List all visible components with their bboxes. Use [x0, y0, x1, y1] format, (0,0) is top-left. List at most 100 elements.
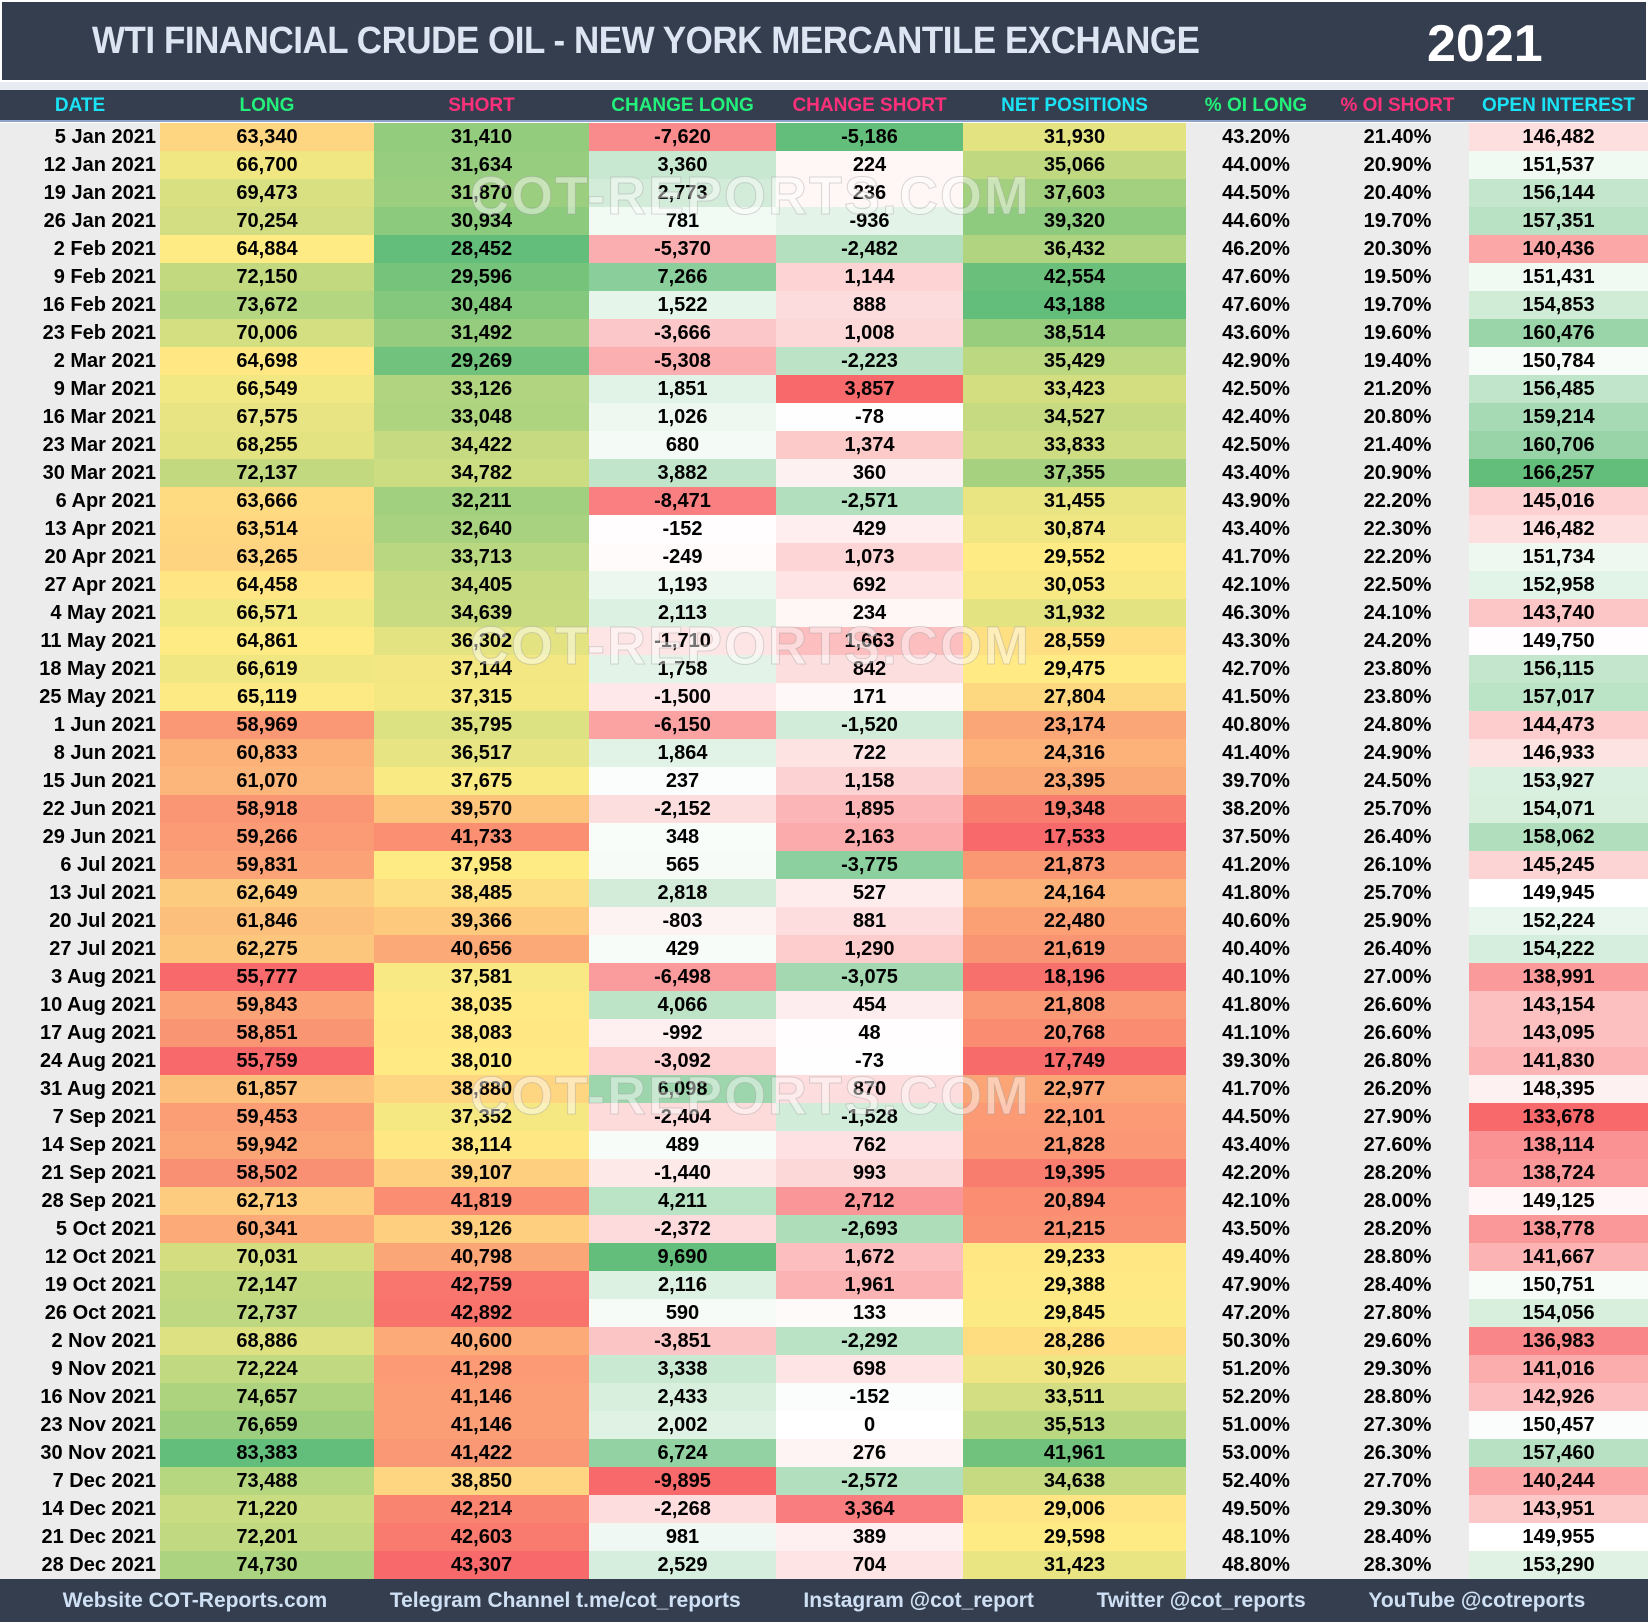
cell-date: 2 Mar 2021	[0, 347, 160, 375]
cell-net-positions: 31,930	[963, 123, 1186, 151]
cell-change-long: 1,758	[589, 655, 776, 683]
cell-open-interest: 156,115	[1469, 655, 1648, 683]
cell-short: 33,713	[374, 543, 589, 571]
cell-change-short: 1,008	[776, 319, 963, 347]
cell-pct-oi-short: 27.70%	[1326, 1467, 1469, 1495]
cell-pct-oi-long: 41.70%	[1186, 1075, 1326, 1103]
cell-pct-oi-long: 41.20%	[1186, 851, 1326, 879]
column-header-long[interactable]: LONG	[239, 95, 295, 116]
table-row: 31 Aug 2021 61,857 38,880 6,098 870 22,977 41.…	[0, 1075, 1648, 1103]
cell-date: 13 Jul 2021	[0, 879, 160, 907]
cell-change-long: -2,404	[589, 1103, 776, 1131]
cell-short: 30,934	[374, 207, 589, 235]
cell-pct-oi-long: 43.40%	[1186, 1131, 1326, 1159]
cell-change-short: 698	[776, 1355, 963, 1383]
footer-website-link[interactable]: Website COT-Reports.com	[62, 1588, 328, 1612]
cell-pct-oi-short: 24.20%	[1326, 627, 1469, 655]
cell-change-short: -2,571	[776, 487, 963, 515]
cell-change-long: -1,710	[589, 627, 776, 655]
cell-pct-oi-long: 38.20%	[1186, 795, 1326, 823]
column-header-pct-oi-long[interactable]: % OI LONG	[1204, 95, 1308, 116]
cell-open-interest: 154,071	[1469, 795, 1648, 823]
table-row: 17 Aug 2021 58,851 38,083 -992 48 20,768 41.10…	[0, 1019, 1648, 1047]
column-header-open-interest[interactable]: OPEN INTEREST	[1481, 95, 1636, 116]
cell-net-positions: 33,423	[963, 375, 1186, 403]
cell-net-positions: 29,006	[963, 1495, 1186, 1523]
column-header-date[interactable]: DATE	[54, 95, 106, 116]
cell-change-short: 704	[776, 1551, 963, 1579]
footer-twitter-link[interactable]: Twitter @cot_reports	[1096, 1588, 1306, 1612]
cell-long: 58,969	[160, 711, 374, 739]
column-header-change-short[interactable]: CHANGE SHORT	[792, 95, 947, 116]
cell-open-interest: 142,926	[1469, 1383, 1648, 1411]
cell-short: 34,782	[374, 459, 589, 487]
cell-pct-oi-short: 19.70%	[1326, 291, 1469, 319]
column-header-pct-oi-short[interactable]: % OI SHORT	[1340, 95, 1455, 116]
cell-net-positions: 34,527	[963, 403, 1186, 431]
cell-pct-oi-short: 27.30%	[1326, 1411, 1469, 1439]
cell-pct-oi-short: 20.40%	[1326, 179, 1469, 207]
cell-open-interest: 140,244	[1469, 1467, 1648, 1495]
table-row: 5 Jan 2021 63,340 31,410 -7,620 -5,186 31,930…	[0, 123, 1648, 151]
cell-pct-oi-short: 28.40%	[1326, 1271, 1469, 1299]
column-header-net-positions[interactable]: NET POSITIONS	[1001, 95, 1148, 116]
cell-net-positions: 36,432	[963, 235, 1186, 263]
cell-date: 18 May 2021	[0, 655, 160, 683]
cell-open-interest: 138,724	[1469, 1159, 1648, 1187]
cell-change-long: 781	[589, 207, 776, 235]
cell-pct-oi-long: 51.20%	[1186, 1355, 1326, 1383]
footer-youtube-link[interactable]: YouTube @cotreports	[1368, 1588, 1586, 1612]
cell-open-interest: 151,734	[1469, 543, 1648, 571]
cell-change-short: 133	[776, 1299, 963, 1327]
cell-long: 66,549	[160, 375, 374, 403]
cell-date: 15 Jun 2021	[0, 767, 160, 795]
table-row: 10 Aug 2021 59,843 38,035 4,066 454 21,808 41.…	[0, 991, 1648, 1019]
table-row: 7 Dec 2021 73,488 38,850 -9,895 -2,572 34,638…	[0, 1467, 1648, 1495]
column-header-short[interactable]: SHORT	[448, 95, 515, 116]
cell-open-interest: 148,395	[1469, 1075, 1648, 1103]
cell-date: 16 Mar 2021	[0, 403, 160, 431]
cell-net-positions: 29,845	[963, 1299, 1186, 1327]
cell-long: 59,942	[160, 1131, 374, 1159]
table-row: 11 May 2021 64,861 36,302 -1,710 1,663 28,559…	[0, 627, 1648, 655]
cell-pct-oi-long: 49.50%	[1186, 1495, 1326, 1523]
cell-change-long: -6,150	[589, 711, 776, 739]
cell-short: 41,422	[374, 1439, 589, 1467]
cell-long: 59,831	[160, 851, 374, 879]
table-row: 27 Jul 2021 62,275 40,656 429 1,290 21,619 40.…	[0, 935, 1648, 963]
cell-date: 30 Nov 2021	[0, 1439, 160, 1467]
table-row: 23 Mar 2021 68,255 34,422 680 1,374 33,833 42.…	[0, 431, 1648, 459]
cell-change-short: -2,223	[776, 347, 963, 375]
footer-instagram-link[interactable]: Instagram @cot_report	[803, 1588, 1034, 1612]
cell-long: 70,031	[160, 1243, 374, 1271]
cell-change-long: -2,268	[589, 1495, 776, 1523]
cell-change-short: -1,520	[776, 711, 963, 739]
cell-change-short: -2,482	[776, 235, 963, 263]
cell-date: 20 Jul 2021	[0, 907, 160, 935]
cell-short: 29,596	[374, 263, 589, 291]
cell-pct-oi-long: 44.00%	[1186, 151, 1326, 179]
cell-long: 83,383	[160, 1439, 374, 1467]
cell-change-long: 2,433	[589, 1383, 776, 1411]
footer-telegram-link[interactable]: Telegram Channel t.me/cot_reports	[389, 1588, 741, 1612]
cell-open-interest: 154,056	[1469, 1299, 1648, 1327]
table-row: 6 Jul 2021 59,831 37,958 565 -3,775 21,873 41.…	[0, 851, 1648, 879]
cell-pct-oi-short: 28.20%	[1326, 1159, 1469, 1187]
cell-open-interest: 152,224	[1469, 907, 1648, 935]
cell-open-interest: 151,537	[1469, 151, 1648, 179]
table-row: 22 Jun 2021 58,918 39,570 -2,152 1,895 19,348…	[0, 795, 1648, 823]
cell-net-positions: 28,559	[963, 627, 1186, 655]
cell-change-short: 171	[776, 683, 963, 711]
cell-change-long: 2,773	[589, 179, 776, 207]
table-row: 13 Apr 2021 63,514 32,640 -152 429 30,874 43.4…	[0, 515, 1648, 543]
cell-date: 20 Apr 2021	[0, 543, 160, 571]
cell-net-positions: 35,429	[963, 347, 1186, 375]
cell-open-interest: 146,482	[1469, 515, 1648, 543]
cell-date: 16 Nov 2021	[0, 1383, 160, 1411]
column-header-change-long[interactable]: CHANGE LONG	[611, 95, 754, 116]
cell-open-interest: 166,257	[1469, 459, 1648, 487]
cell-date: 21 Sep 2021	[0, 1159, 160, 1187]
cell-open-interest: 143,095	[1469, 1019, 1648, 1047]
cell-short: 39,570	[374, 795, 589, 823]
cell-change-short: -3,775	[776, 851, 963, 879]
